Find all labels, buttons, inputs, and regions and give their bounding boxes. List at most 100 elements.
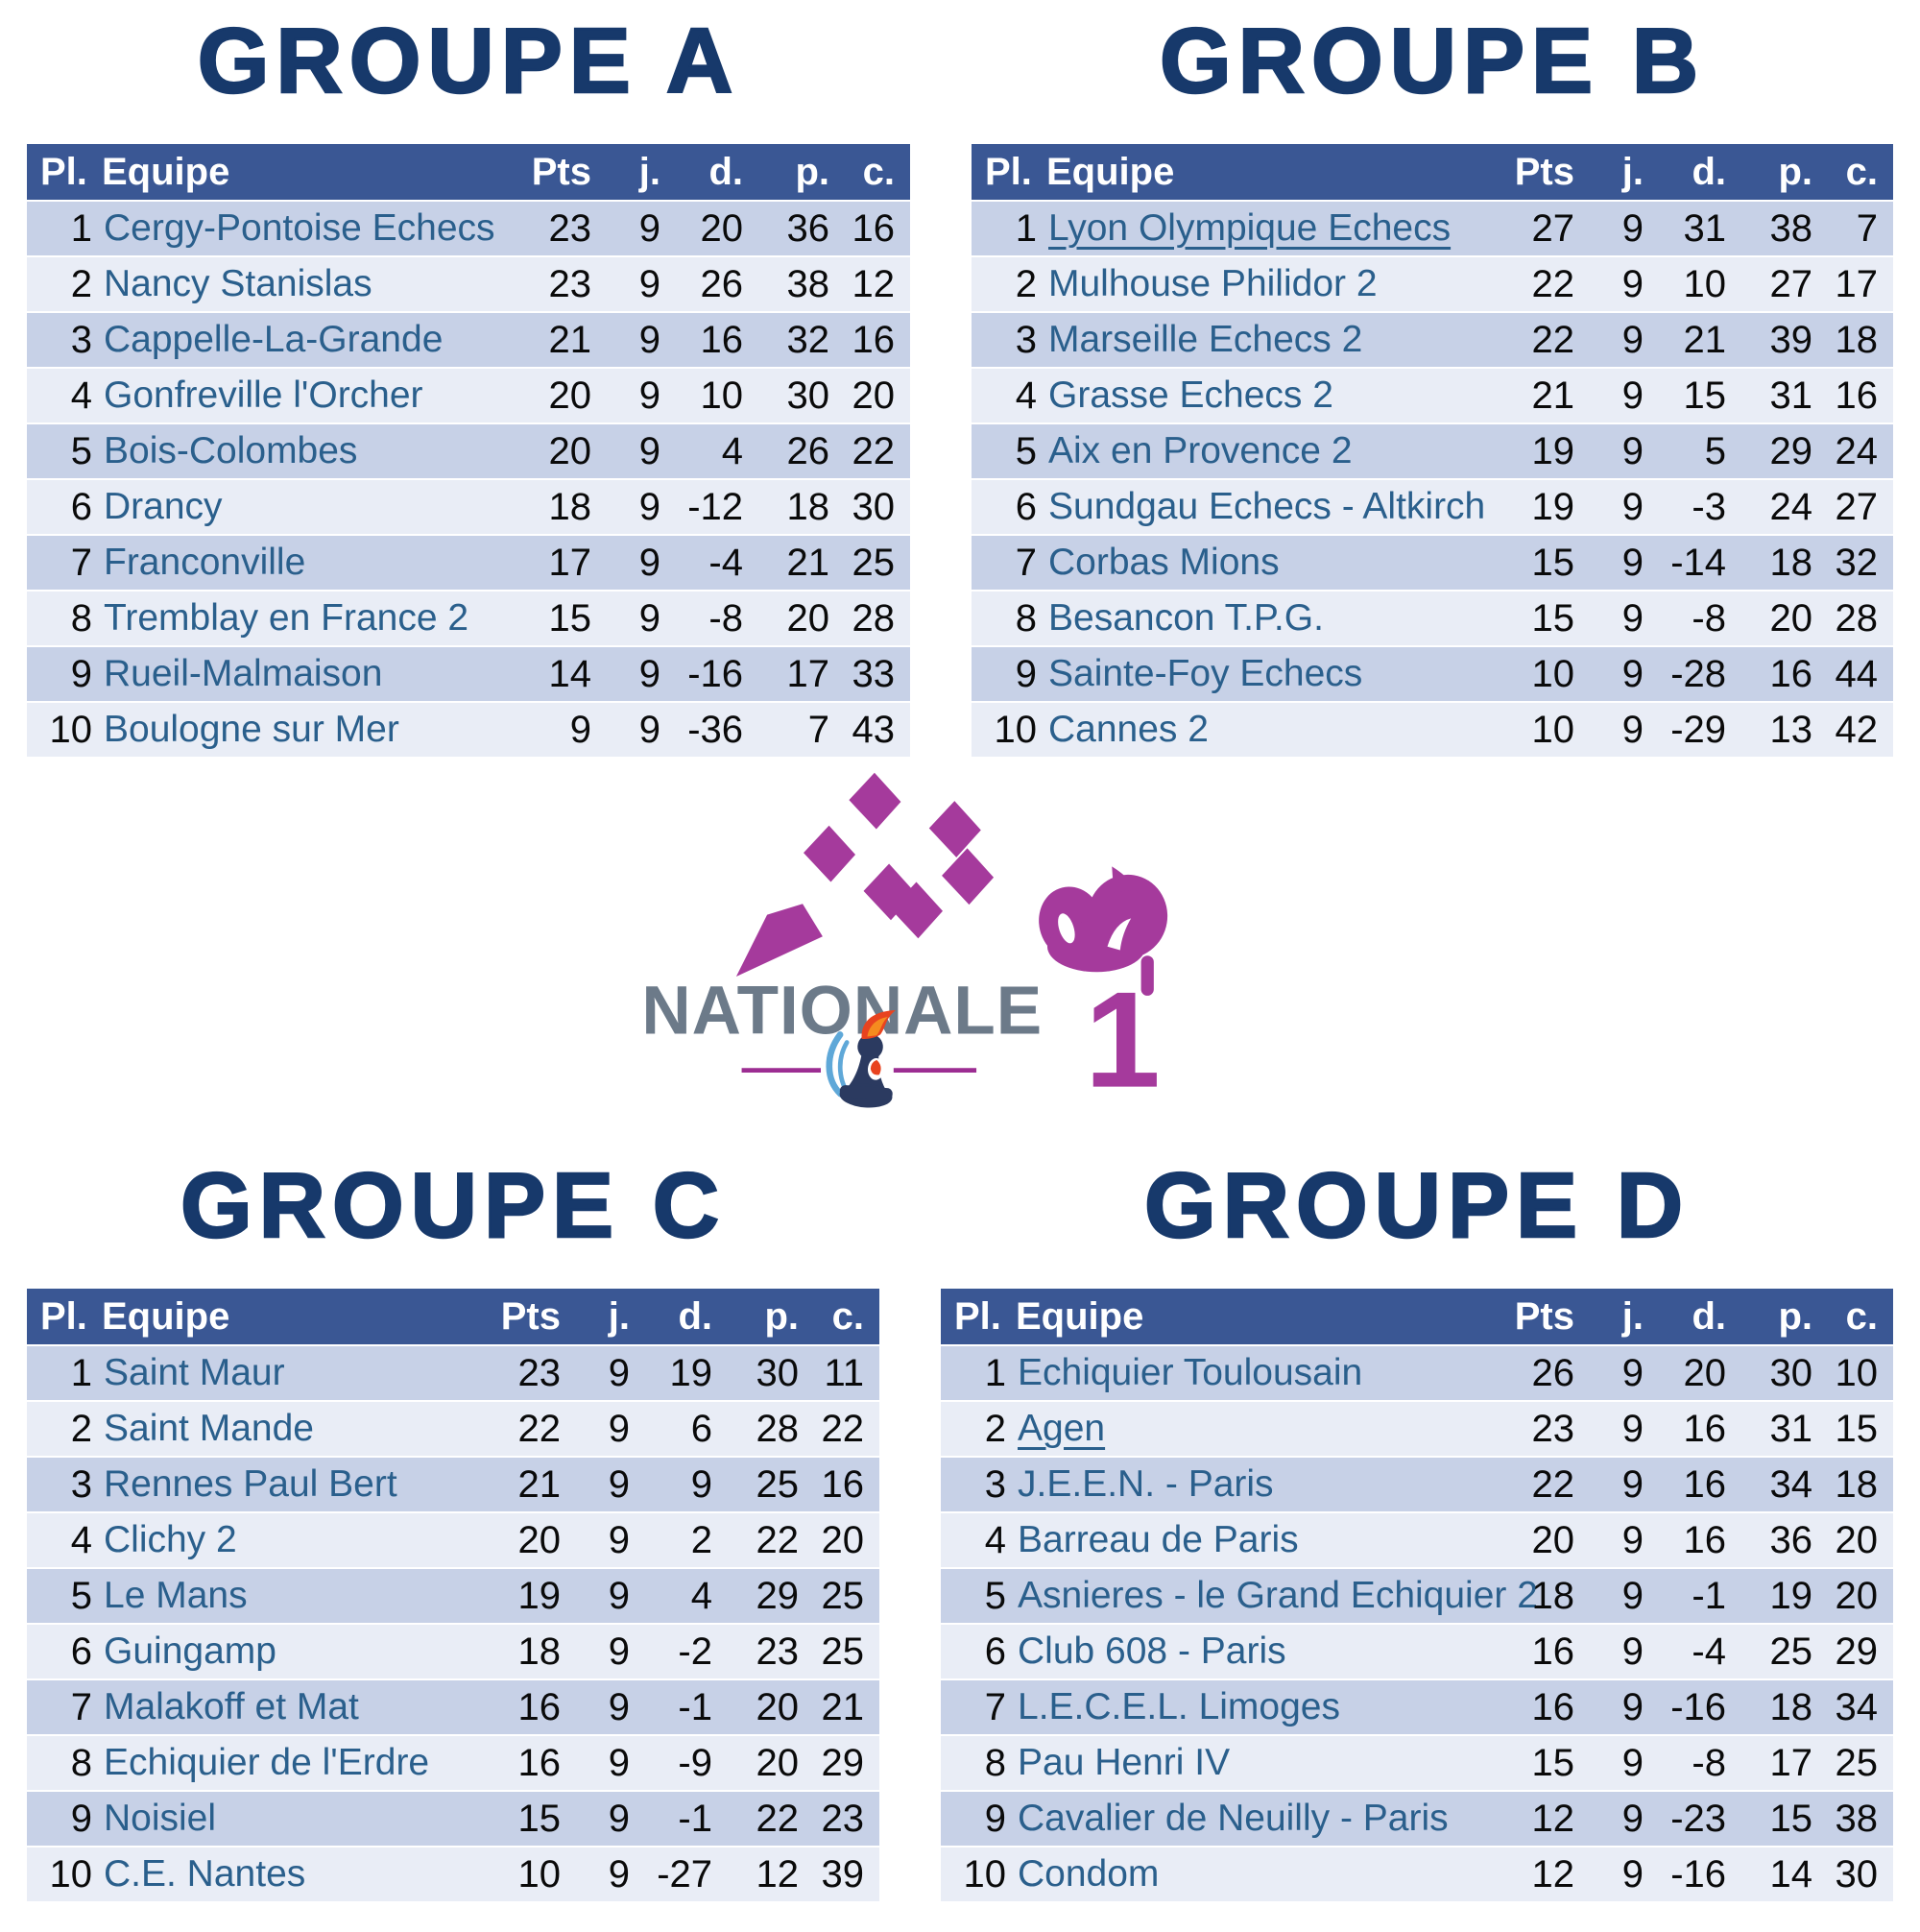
- stat-against-cell: 29: [799, 1734, 879, 1790]
- stat-diff-cell: 16: [660, 311, 743, 367]
- stat-diff-cell: 6: [630, 1400, 712, 1456]
- stat-played-cell: 9: [561, 1790, 630, 1846]
- stat-points-cell: 15: [1488, 534, 1574, 590]
- group-a-body: 1 Cergy-Pontoise Echecs 23 9 20 36 16 2 Nancy St…: [27, 200, 910, 757]
- team-link[interactable]: Agen: [1018, 1408, 1106, 1449]
- stat-played-cell: 9: [561, 1678, 630, 1734]
- table-row: 9 Rueil-Malmaison 14 9 -16 17 33: [27, 645, 910, 701]
- table-row: 8 Echiquier de l'Erdre 16 9 -9 20 29: [27, 1734, 879, 1790]
- stat-points-cell: 18: [474, 1623, 561, 1678]
- stat-points-cell: 20: [505, 423, 591, 478]
- table-row: 1 Saint Maur 23 9 19 30 11: [27, 1344, 879, 1400]
- place-cell: 3: [27, 1456, 92, 1511]
- table-row: 7 Malakoff et Mat 16 9 -1 20 21: [27, 1678, 879, 1734]
- team-cell: Tremblay en France 2: [92, 590, 505, 645]
- stat-for-cell: 18: [1726, 534, 1812, 590]
- table-row: 6 Sundgau Echecs - Altkirch 19 9 -3 24 27: [972, 478, 1893, 534]
- stat-diff-cell: 10: [1644, 255, 1726, 311]
- team-cell: Saint Maur: [92, 1344, 474, 1400]
- col-header-for: p.: [1726, 1289, 1812, 1344]
- stat-against-cell: 24: [1812, 423, 1893, 478]
- logo-wordmark: NATIONALE: [641, 974, 1043, 1050]
- stat-points-cell: 27: [1488, 200, 1574, 255]
- stat-for-cell: 34: [1726, 1456, 1812, 1511]
- stat-played-cell: 9: [591, 645, 660, 701]
- table-row: 8 Besancon T.P.G. 15 9 -8 20 28: [972, 590, 1893, 645]
- col-header-points: Pts: [1488, 1289, 1574, 1344]
- stat-for-cell: 36: [1726, 1511, 1812, 1567]
- table-row: 3 Cappelle-La-Grande 21 9 16 32 16: [27, 311, 910, 367]
- team-cell: Club 608 - Paris: [1006, 1623, 1488, 1678]
- place-cell: 5: [972, 423, 1037, 478]
- place-cell: 7: [27, 534, 92, 590]
- stat-for-cell: 21: [743, 534, 829, 590]
- stat-for-cell: 30: [1726, 1344, 1812, 1400]
- team-cell: Echiquier Toulousain: [1006, 1344, 1488, 1400]
- stat-against-cell: 12: [829, 255, 910, 311]
- stat-against-cell: 20: [799, 1511, 879, 1567]
- team-cell: Marseille Echecs 2: [1037, 311, 1488, 367]
- stat-points-cell: 22: [1488, 311, 1574, 367]
- stat-points-cell: 22: [1488, 255, 1574, 311]
- stat-played-cell: 9: [591, 367, 660, 423]
- table-row: 2 Agen 23 9 16 31 15: [941, 1400, 1893, 1456]
- stat-against-cell: 22: [829, 423, 910, 478]
- team-cell: Gonfreville l'Orcher: [92, 367, 505, 423]
- place-cell: 8: [27, 1734, 92, 1790]
- place-cell: 8: [27, 590, 92, 645]
- stat-diff-cell: 5: [1644, 423, 1726, 478]
- stat-points-cell: 18: [505, 478, 591, 534]
- stat-for-cell: 32: [743, 311, 829, 367]
- table-row: 4 Gonfreville l'Orcher 20 9 10 30 20: [27, 367, 910, 423]
- place-cell: 4: [27, 367, 92, 423]
- team-link[interactable]: Lyon Olympique Echecs: [1048, 207, 1452, 249]
- group-a-title: GROUPE A: [197, 10, 740, 112]
- stat-points-cell: 19: [1488, 423, 1574, 478]
- place-cell: 9: [27, 1790, 92, 1846]
- stat-diff-cell: -29: [1644, 701, 1726, 757]
- stat-diff-cell: -1: [630, 1790, 712, 1846]
- stat-played-cell: 9: [1574, 1567, 1644, 1623]
- table-row: 1 Cergy-Pontoise Echecs 23 9 20 36 16: [27, 200, 910, 255]
- stat-against-cell: 16: [1812, 367, 1893, 423]
- stat-diff-cell: 20: [660, 200, 743, 255]
- table-row: 4 Barreau de Paris 20 9 16 36 20: [941, 1511, 1893, 1567]
- col-header-diff: d.: [1644, 1289, 1726, 1344]
- stat-diff-cell: -16: [660, 645, 743, 701]
- stat-against-cell: 18: [1812, 311, 1893, 367]
- stat-diff-cell: -4: [660, 534, 743, 590]
- table-row: 6 Club 608 - Paris 16 9 -4 25 29: [941, 1623, 1893, 1678]
- stat-against-cell: 30: [1812, 1846, 1893, 1901]
- stat-played-cell: 9: [1574, 1456, 1644, 1511]
- stat-points-cell: 14: [505, 645, 591, 701]
- stat-diff-cell: 4: [630, 1567, 712, 1623]
- group-b-section: GROUPE B Pl. Equipe Pts j. d. p. c. 1 Lyo…: [972, 10, 1893, 757]
- stat-for-cell: 36: [743, 200, 829, 255]
- stat-diff-cell: -8: [1644, 590, 1726, 645]
- stat-played-cell: 9: [1574, 701, 1644, 757]
- place-cell: 9: [941, 1790, 1006, 1846]
- stat-played-cell: 9: [591, 478, 660, 534]
- team-cell: C.E. Nantes: [92, 1846, 474, 1901]
- stat-against-cell: 21: [799, 1678, 879, 1734]
- top-tables-row: GROUPE A Pl. Equipe Pts j. d. p. c. 1 Cer…: [0, 10, 1920, 757]
- stat-against-cell: 23: [799, 1790, 879, 1846]
- stat-for-cell: 19: [1726, 1567, 1812, 1623]
- stat-for-cell: 23: [712, 1623, 799, 1678]
- stat-against-cell: 38: [1812, 1790, 1893, 1846]
- place-cell: 3: [972, 311, 1037, 367]
- stat-against-cell: 30: [829, 478, 910, 534]
- team-cell: Sainte-Foy Echecs: [1037, 645, 1488, 701]
- stat-against-cell: 27: [1812, 478, 1893, 534]
- stat-points-cell: 17: [505, 534, 591, 590]
- stat-played-cell: 9: [591, 701, 660, 757]
- place-cell: 7: [972, 534, 1037, 590]
- table-row: 4 Grasse Echecs 2 21 9 15 31 16: [972, 367, 1893, 423]
- stat-for-cell: 14: [1726, 1846, 1812, 1901]
- team-cell: Cavalier de Neuilly - Paris: [1006, 1790, 1488, 1846]
- table-row: 5 Bois-Colombes 20 9 4 26 22: [27, 423, 910, 478]
- stat-for-cell: 28: [712, 1400, 799, 1456]
- col-header-points: Pts: [1488, 144, 1574, 200]
- team-cell: Aix en Provence 2: [1037, 423, 1488, 478]
- col-header-team: Equipe: [92, 1289, 474, 1344]
